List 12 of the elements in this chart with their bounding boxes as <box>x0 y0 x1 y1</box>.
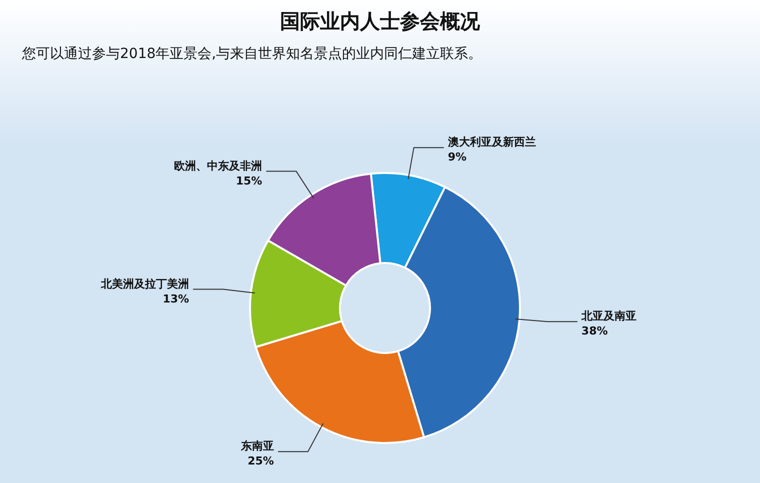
data-label: 13% <box>162 292 190 306</box>
data-label: 25% <box>248 454 274 468</box>
data-label: 15% <box>236 174 262 188</box>
slice-label: 欧洲、中东及非洲 <box>174 159 262 172</box>
slice-label: 北美洲及拉丁美洲 <box>100 277 190 290</box>
data-label: 9% <box>448 150 467 164</box>
chart-title: 国际业内人士参会概况 <box>279 8 481 35</box>
slice-label: 澳大利亚及新西兰 <box>446 136 536 149</box>
slice-label: 北亚及南亚 <box>580 310 636 323</box>
data-label: 38% <box>581 324 608 338</box>
chart-subtitle: 您可以通过参与2018年亚景会,与来自世界知名景点的业内同仁建立联系。 <box>22 45 484 64</box>
slice-label: 东南亚 <box>240 440 274 453</box>
